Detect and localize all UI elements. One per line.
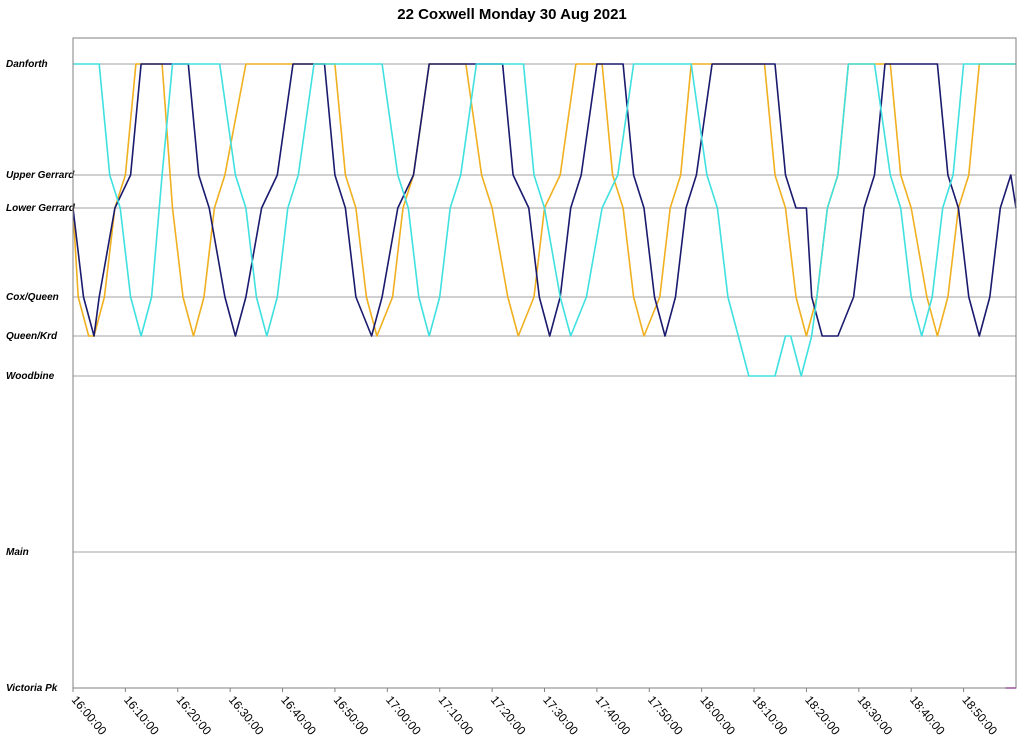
series-line-1 — [72, 63, 1017, 337]
y-tick-label: Victoria Pk — [6, 683, 58, 694]
x-tick-label: 18:20:00 — [802, 693, 843, 738]
x-tick-label: 18:50:00 — [959, 693, 1000, 738]
x-tick-label: 16:30:00 — [226, 693, 267, 738]
x-tick-label: 16:00:00 — [69, 693, 110, 738]
series-layer — [72, 63, 1017, 689]
y-tick-label: Lower Gerrard — [6, 203, 76, 214]
x-tick-label: 16:20:00 — [173, 693, 214, 738]
y-tick-label: Upper Gerrard — [6, 170, 75, 181]
x-tick-label: 16:50:00 — [331, 693, 372, 738]
x-tick-label: 17:00:00 — [383, 693, 424, 738]
y-tick-label: Cox/Queen — [6, 292, 59, 303]
label-layer: Danforth Upper Gerrard Lower Gerrard Cox/Qu… — [6, 59, 1000, 738]
chart-title: 22 Coxwell Monday 30 Aug 2021 — [397, 6, 627, 23]
series-line-2 — [73, 63, 1016, 377]
plot-frame — [72, 37, 1017, 689]
x-tick-label: 17:20:00 — [488, 693, 529, 738]
y-tick-label: Woodbine — [6, 371, 55, 382]
series-line-0 — [72, 63, 1016, 337]
x-tick-label: 16:40:00 — [278, 693, 319, 738]
x-tick-label: 18:30:00 — [855, 693, 896, 738]
x-tick-label: 17:30:00 — [540, 693, 581, 738]
x-tick-label: 16:10:00 — [121, 693, 162, 738]
x-tick-label: 17:50:00 — [645, 693, 686, 738]
y-tick-label: Main — [6, 547, 29, 558]
x-tick-label: 17:10:00 — [435, 693, 476, 738]
y-tick-label: Queen/Krd — [6, 331, 58, 342]
x-tick-label: 17:40:00 — [593, 693, 634, 738]
x-tick-label: 18:10:00 — [750, 693, 791, 738]
x-tick-label: 18:00:00 — [697, 693, 738, 738]
grid-layer — [72, 63, 1016, 692]
x-tick-label: 18:40:00 — [907, 693, 948, 738]
y-tick-label: Danforth — [6, 59, 48, 70]
